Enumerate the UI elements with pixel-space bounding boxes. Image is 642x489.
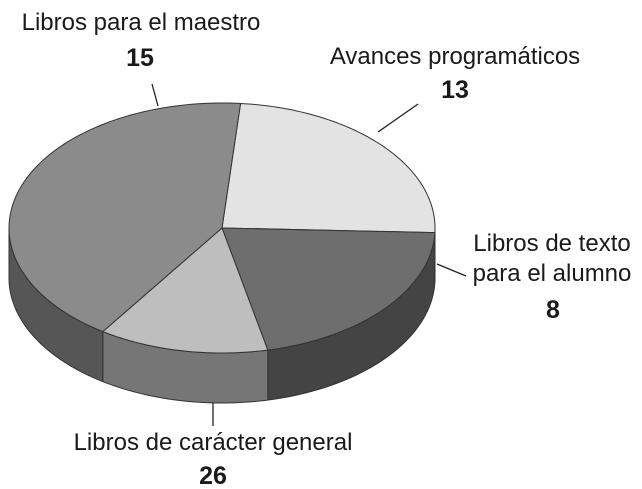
pie-slice (221, 227, 436, 351)
leader-lines (151, 83, 467, 426)
leader-line (377, 103, 419, 133)
pie-slice (101, 227, 269, 354)
pie-tops (8, 102, 436, 354)
pie-slice (8, 102, 242, 333)
leader-line (151, 83, 159, 107)
category-label: Libros de texto para el alumno (472, 230, 632, 287)
value-label: 8 (546, 296, 560, 324)
value-label: 15 (126, 44, 154, 72)
pie-slice (221, 102, 436, 234)
value-label: 13 (441, 76, 469, 104)
category-label: Avances programáticos (329, 43, 581, 70)
leader-line (436, 263, 467, 277)
category-label: Libros para el maestro (21, 9, 261, 36)
value-label: 26 (199, 462, 227, 489)
category-label: Libros de carácter general (73, 429, 353, 456)
